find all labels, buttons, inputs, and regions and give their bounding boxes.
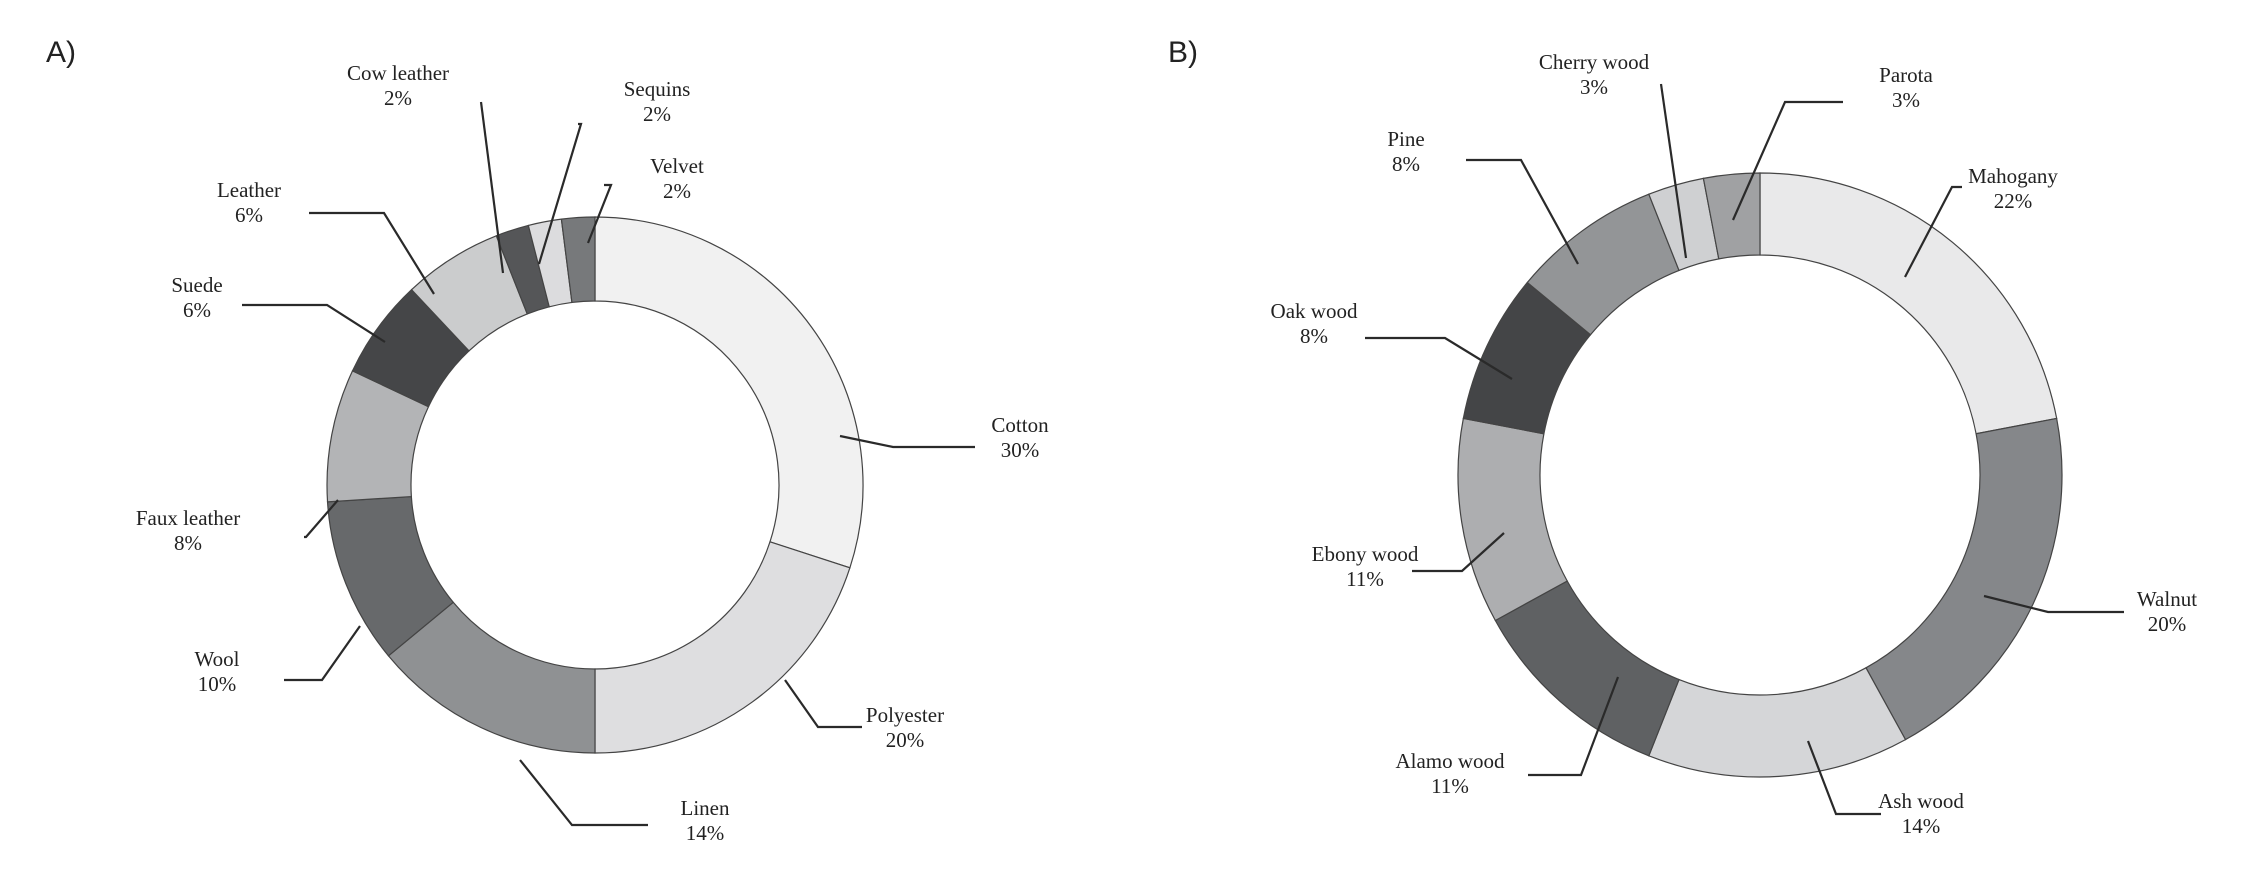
slice-label-linen: Linen	[681, 796, 730, 820]
slice-value-faux-leather: 8%	[174, 531, 202, 555]
slice-value-cherry-wood: 3%	[1580, 75, 1608, 99]
slice-label-wool: Wool	[195, 647, 240, 671]
panel-a-label: A)	[46, 36, 76, 69]
slice-label-leather: Leather	[217, 178, 281, 202]
slice-value-polyester: 20%	[886, 728, 925, 752]
slice-value-suede: 6%	[183, 298, 211, 322]
slice-value-walnut: 20%	[2148, 612, 2187, 636]
slice-ash-wood	[1649, 668, 1906, 777]
slice-value-ebony-wood: 11%	[1346, 567, 1384, 591]
slice-label-cherry-wood: Cherry wood	[1539, 50, 1650, 74]
slice-label-polyester: Polyester	[866, 703, 944, 727]
slice-polyester	[595, 542, 850, 753]
slice-ebony-wood	[1458, 418, 1567, 620]
slice-label-oak-wood: Oak wood	[1271, 299, 1358, 323]
panel-b-label: B)	[1168, 36, 1198, 69]
slice-label-velvet: Velvet	[650, 154, 704, 178]
slice-value-ash-wood: 14%	[1902, 814, 1941, 838]
leader-line-suede	[242, 305, 385, 342]
slice-value-velvet: 2%	[663, 179, 691, 203]
slice-value-parota: 3%	[1892, 88, 1920, 112]
slice-label-pine: Pine	[1387, 127, 1424, 151]
slice-alamo-wood	[1495, 581, 1679, 756]
slice-label-faux-leather: Faux leather	[136, 506, 240, 530]
slice-label-suede: Suede	[171, 273, 222, 297]
slice-label-parota: Parota	[1879, 63, 1933, 87]
slice-label-mahogany: Mahogany	[1968, 164, 2058, 188]
slice-value-oak-wood: 8%	[1300, 324, 1328, 348]
slice-value-linen: 14%	[686, 821, 725, 845]
slice-value-alamo-wood: 11%	[1431, 774, 1469, 798]
slice-label-ebony-wood: Ebony wood	[1312, 542, 1419, 566]
slice-label-ash-wood: Ash wood	[1878, 789, 1964, 813]
slice-value-mahogany: 22%	[1994, 189, 2033, 213]
slice-label-cow-leather: Cow leather	[347, 61, 449, 85]
slice-label-walnut: Walnut	[2137, 587, 2197, 611]
leader-line-linen	[520, 760, 648, 825]
slice-value-cow-leather: 2%	[384, 86, 412, 110]
slice-value-sequins: 2%	[643, 102, 671, 126]
slice-cotton	[595, 217, 863, 568]
leader-line-leather	[309, 213, 434, 294]
leader-line-polyester	[785, 680, 862, 727]
slice-label-sequins: Sequins	[624, 77, 691, 101]
slice-value-leather: 6%	[235, 203, 263, 227]
slice-walnut	[1866, 418, 2062, 739]
slice-value-cotton: 30%	[1001, 438, 1040, 462]
slice-label-cotton: Cotton	[991, 413, 1049, 437]
slice-value-pine: 8%	[1392, 152, 1420, 176]
leader-line-wool	[284, 626, 360, 680]
slice-value-wool: 10%	[198, 672, 237, 696]
slice-label-alamo-wood: Alamo wood	[1395, 749, 1505, 773]
